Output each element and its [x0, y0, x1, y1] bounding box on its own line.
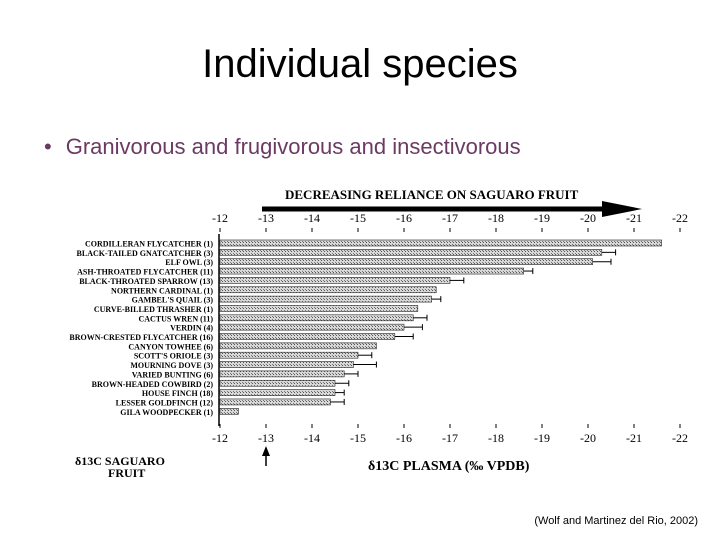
bottom-tick-label: -19	[534, 431, 550, 445]
category-label: SCOTT'S ORIOLE (3)	[134, 352, 213, 361]
bar	[219, 277, 451, 284]
bullet-dot: •	[44, 134, 52, 159]
top-tick-label: -17	[442, 211, 458, 225]
bottom-tick-label: -13	[258, 431, 274, 445]
top-tick-label: -12	[212, 211, 228, 225]
bottom-tick-label: -14	[304, 431, 320, 445]
category-label: LESSER GOLDFINCH (12)	[116, 398, 214, 407]
bar	[219, 351, 359, 359]
slide-title: Individual species	[202, 42, 518, 86]
bar	[219, 370, 345, 378]
bar	[219, 361, 354, 368]
top-tick-label: -22	[672, 211, 688, 225]
bar	[219, 342, 377, 350]
category-label: VERDIN (4)	[170, 324, 213, 333]
category-label: CORDILLERAN FLYCATCHER (1)	[85, 240, 213, 249]
top-tick-label: -21	[626, 211, 642, 225]
bar	[219, 333, 396, 340]
category-label: VARIED BUNTING (6)	[132, 370, 214, 379]
source-citation: (Wolf and Martinez del Rio, 2002)	[534, 515, 698, 527]
reference-label-line1: δ13C SAGUARO	[75, 454, 165, 468]
chart-layer: DECREASING RELIANCE ON SAGUARO FRUIT -12 -…	[69, 187, 688, 480]
category-label: BLACK-TAILED GNATCATCHER (3)	[77, 249, 214, 258]
category-label: GILA WOODPECKER (1)	[120, 408, 213, 417]
category-label: CURVE-BILLED THRASHER (1)	[94, 305, 213, 314]
category-label: MOURNING DOVE (3)	[130, 361, 213, 370]
top-tick-label: -18	[488, 211, 504, 225]
category-label: HOUSE FINCH (18)	[142, 389, 213, 398]
bullet-text: Granivorous and frugivorous and insectiv…	[65, 134, 521, 159]
bottom-tick-label: -17	[442, 431, 458, 445]
bottom-tick-label: -22	[672, 431, 688, 445]
banner-arrow-head	[602, 201, 642, 217]
top-tick-label: -16	[396, 211, 412, 225]
bottom-tick-label: -20	[580, 431, 596, 445]
bar	[219, 267, 524, 275]
bullet-point: • Granivorous and frugivorous and insecti…	[44, 134, 521, 160]
bar	[219, 389, 336, 396]
category-label: CANYON TOWHEE (6)	[128, 342, 213, 351]
bar	[219, 379, 336, 387]
bar	[219, 314, 414, 322]
bottom-tick-label: -15	[350, 431, 366, 445]
x-axis-title: δ13C PLASMA (‰ VPDB)	[368, 459, 530, 474]
category-label: CACTUS WREN (11)	[138, 314, 213, 323]
reference-arrow-head	[262, 446, 270, 456]
top-tick-label: -14	[304, 211, 320, 225]
bar	[219, 295, 432, 303]
bar	[219, 305, 419, 312]
category-label: BROWN-CRESTED FLYCATCHER (16)	[69, 333, 213, 342]
category-label: ASH-THROATED FLYCATCHER (11)	[77, 268, 213, 277]
chart-banner: DECREASING RELIANCE ON SAGUARO FRUIT	[285, 187, 579, 202]
top-tick-label: -13	[258, 211, 274, 225]
bar	[219, 398, 331, 406]
category-label: BLACK-THROATED SPARROW (13)	[79, 277, 213, 286]
bar	[219, 249, 603, 256]
bottom-tick-label: -12	[212, 431, 228, 445]
top-tick-label: -20	[580, 211, 596, 225]
top-tick-label: -19	[534, 211, 550, 225]
bar	[219, 239, 662, 247]
category-label: NORTHERN CARDINAL (1)	[111, 286, 213, 295]
bar	[219, 408, 239, 415]
reference-label-line2: FRUIT	[108, 466, 145, 480]
bottom-tick-label: -21	[626, 431, 642, 445]
top-tick-label: -15	[350, 211, 366, 225]
category-label: GAMBEL'S QUAIL (3)	[132, 296, 214, 305]
bar	[219, 258, 593, 265]
bar	[219, 286, 437, 294]
bird-isotope-chart: DECREASING RELIANCE ON SAGUARO FRUIT -12 -…	[69, 187, 688, 480]
category-label: ELF OWL (3)	[165, 258, 213, 267]
bottom-tick-label: -18	[488, 431, 504, 445]
bottom-tick-label: -16	[396, 431, 412, 445]
bar	[219, 323, 405, 331]
category-label: BROWN-HEADED COWBIRD (2)	[92, 380, 214, 389]
